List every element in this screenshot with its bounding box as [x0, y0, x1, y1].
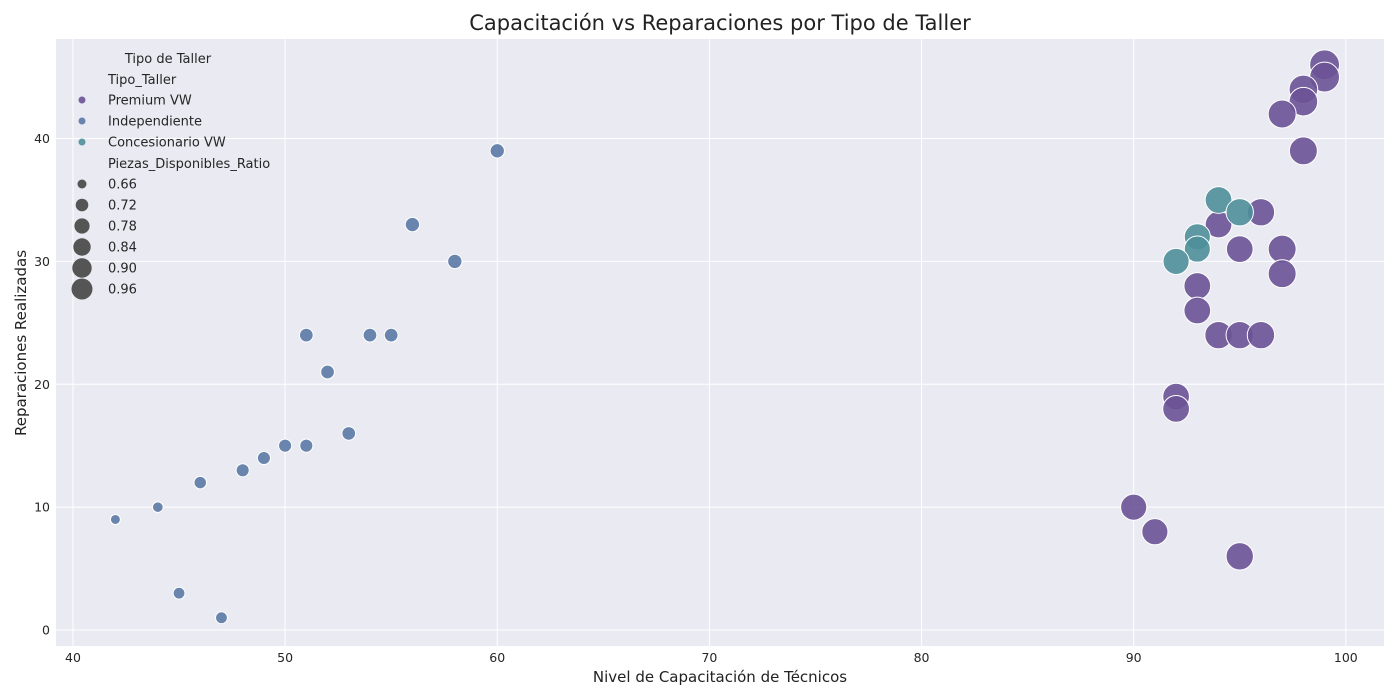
legend-marker: [78, 138, 86, 146]
y-axis-ticks: 0 10 20 30 40: [34, 131, 50, 637]
legend-size-label: 0.90: [108, 262, 137, 277]
data-point: [1267, 99, 1297, 129]
plot-area: [56, 39, 1384, 646]
legend-marker: [78, 96, 86, 104]
series-premium-vw: [1120, 49, 1341, 571]
y-tick-label: 10: [34, 500, 50, 515]
y-tick-label: 20: [34, 377, 50, 392]
legend-size-label: 0.72: [108, 199, 137, 214]
data-point: [278, 438, 293, 453]
x-tick-label: 50: [277, 650, 293, 665]
x-tick-label: 60: [489, 650, 505, 665]
data-point: [1225, 235, 1254, 263]
legend-hue-heading: Tipo_Taller: [107, 73, 177, 88]
data-point: [362, 327, 378, 343]
legend-size-marker: [71, 278, 93, 300]
data-point: [1225, 542, 1254, 571]
data-point: [299, 438, 314, 453]
legend-size-marker: [75, 198, 89, 212]
y-tick-label: 30: [34, 254, 50, 269]
legend-size-heading: Piezas_Disponibles_Ratio: [108, 157, 270, 172]
data-point: [1183, 272, 1212, 300]
data-point: [193, 475, 207, 490]
legend-size-marker: [77, 179, 87, 189]
legend-size-label: 0.84: [108, 241, 137, 256]
series-concesionario-vw: [1162, 186, 1254, 275]
legend-size-marker: [74, 218, 90, 234]
data-point: [1162, 247, 1190, 275]
legend-title: Tipo de Taller: [124, 52, 212, 67]
data-point: [1141, 518, 1169, 546]
data-point: [1120, 493, 1148, 521]
data-point: [256, 450, 271, 466]
x-tick-label: 70: [701, 650, 717, 665]
y-axis-label: Reparaciones Realizadas: [12, 250, 30, 436]
legend-marker: [78, 117, 86, 125]
legend-label: Independiente: [108, 115, 202, 130]
legend-size-label: 0.78: [108, 220, 137, 235]
y-tick-label: 0: [42, 623, 50, 638]
data-point: [215, 611, 228, 625]
y-tick-label: 40: [34, 131, 50, 146]
chart-title: Capacitación vs Reparaciones por Tipo de…: [469, 11, 971, 35]
data-point: [1267, 259, 1297, 289]
data-point: [489, 143, 505, 159]
data-point: [172, 586, 186, 600]
legend-size-label: 0.66: [108, 178, 137, 193]
data-point: [383, 327, 399, 343]
legend-size-marker: [72, 258, 92, 278]
data-point: [1288, 136, 1318, 166]
legend-label: Premium VW: [108, 94, 192, 109]
x-axis-label: Nivel de Capacitación de Técnicos: [593, 668, 847, 686]
x-tick-label: 40: [65, 650, 81, 665]
legend-size-entries: 0.66 0.72 0.78 0.84 0.90 0.96: [71, 178, 137, 300]
data-point: [341, 426, 357, 441]
data-point: [447, 253, 463, 270]
data-point: [1204, 186, 1233, 214]
series-independiente: [109, 143, 505, 625]
data-point: [1183, 235, 1211, 263]
legend-label: Concesionario VW: [108, 136, 226, 151]
data-point: [1183, 296, 1212, 325]
legend-size-label: 0.96: [108, 283, 137, 298]
data-point: [298, 327, 314, 343]
data-point: [1246, 320, 1276, 350]
x-axis-ticks: 40 50 60 70 80 90 100: [65, 650, 1358, 665]
data-points: [109, 49, 1341, 625]
x-tick-label: 80: [914, 650, 930, 665]
x-tick-label: 90: [1126, 650, 1142, 665]
data-point: [1267, 234, 1297, 264]
legend: Tipo de Taller Tipo_Taller Premium VW Ind…: [71, 52, 270, 300]
data-point: [109, 513, 121, 525]
x-tick-label: 100: [1334, 650, 1358, 665]
data-point: [1162, 394, 1190, 423]
legend-size-marker: [73, 238, 91, 256]
data-point: [1225, 198, 1254, 227]
data-point: [235, 463, 250, 478]
legend-hue-entries: Premium VW Independiente Concesionario VW: [78, 94, 226, 151]
data-point: [320, 364, 335, 380]
data-point: [152, 501, 164, 513]
data-point: [404, 216, 421, 233]
